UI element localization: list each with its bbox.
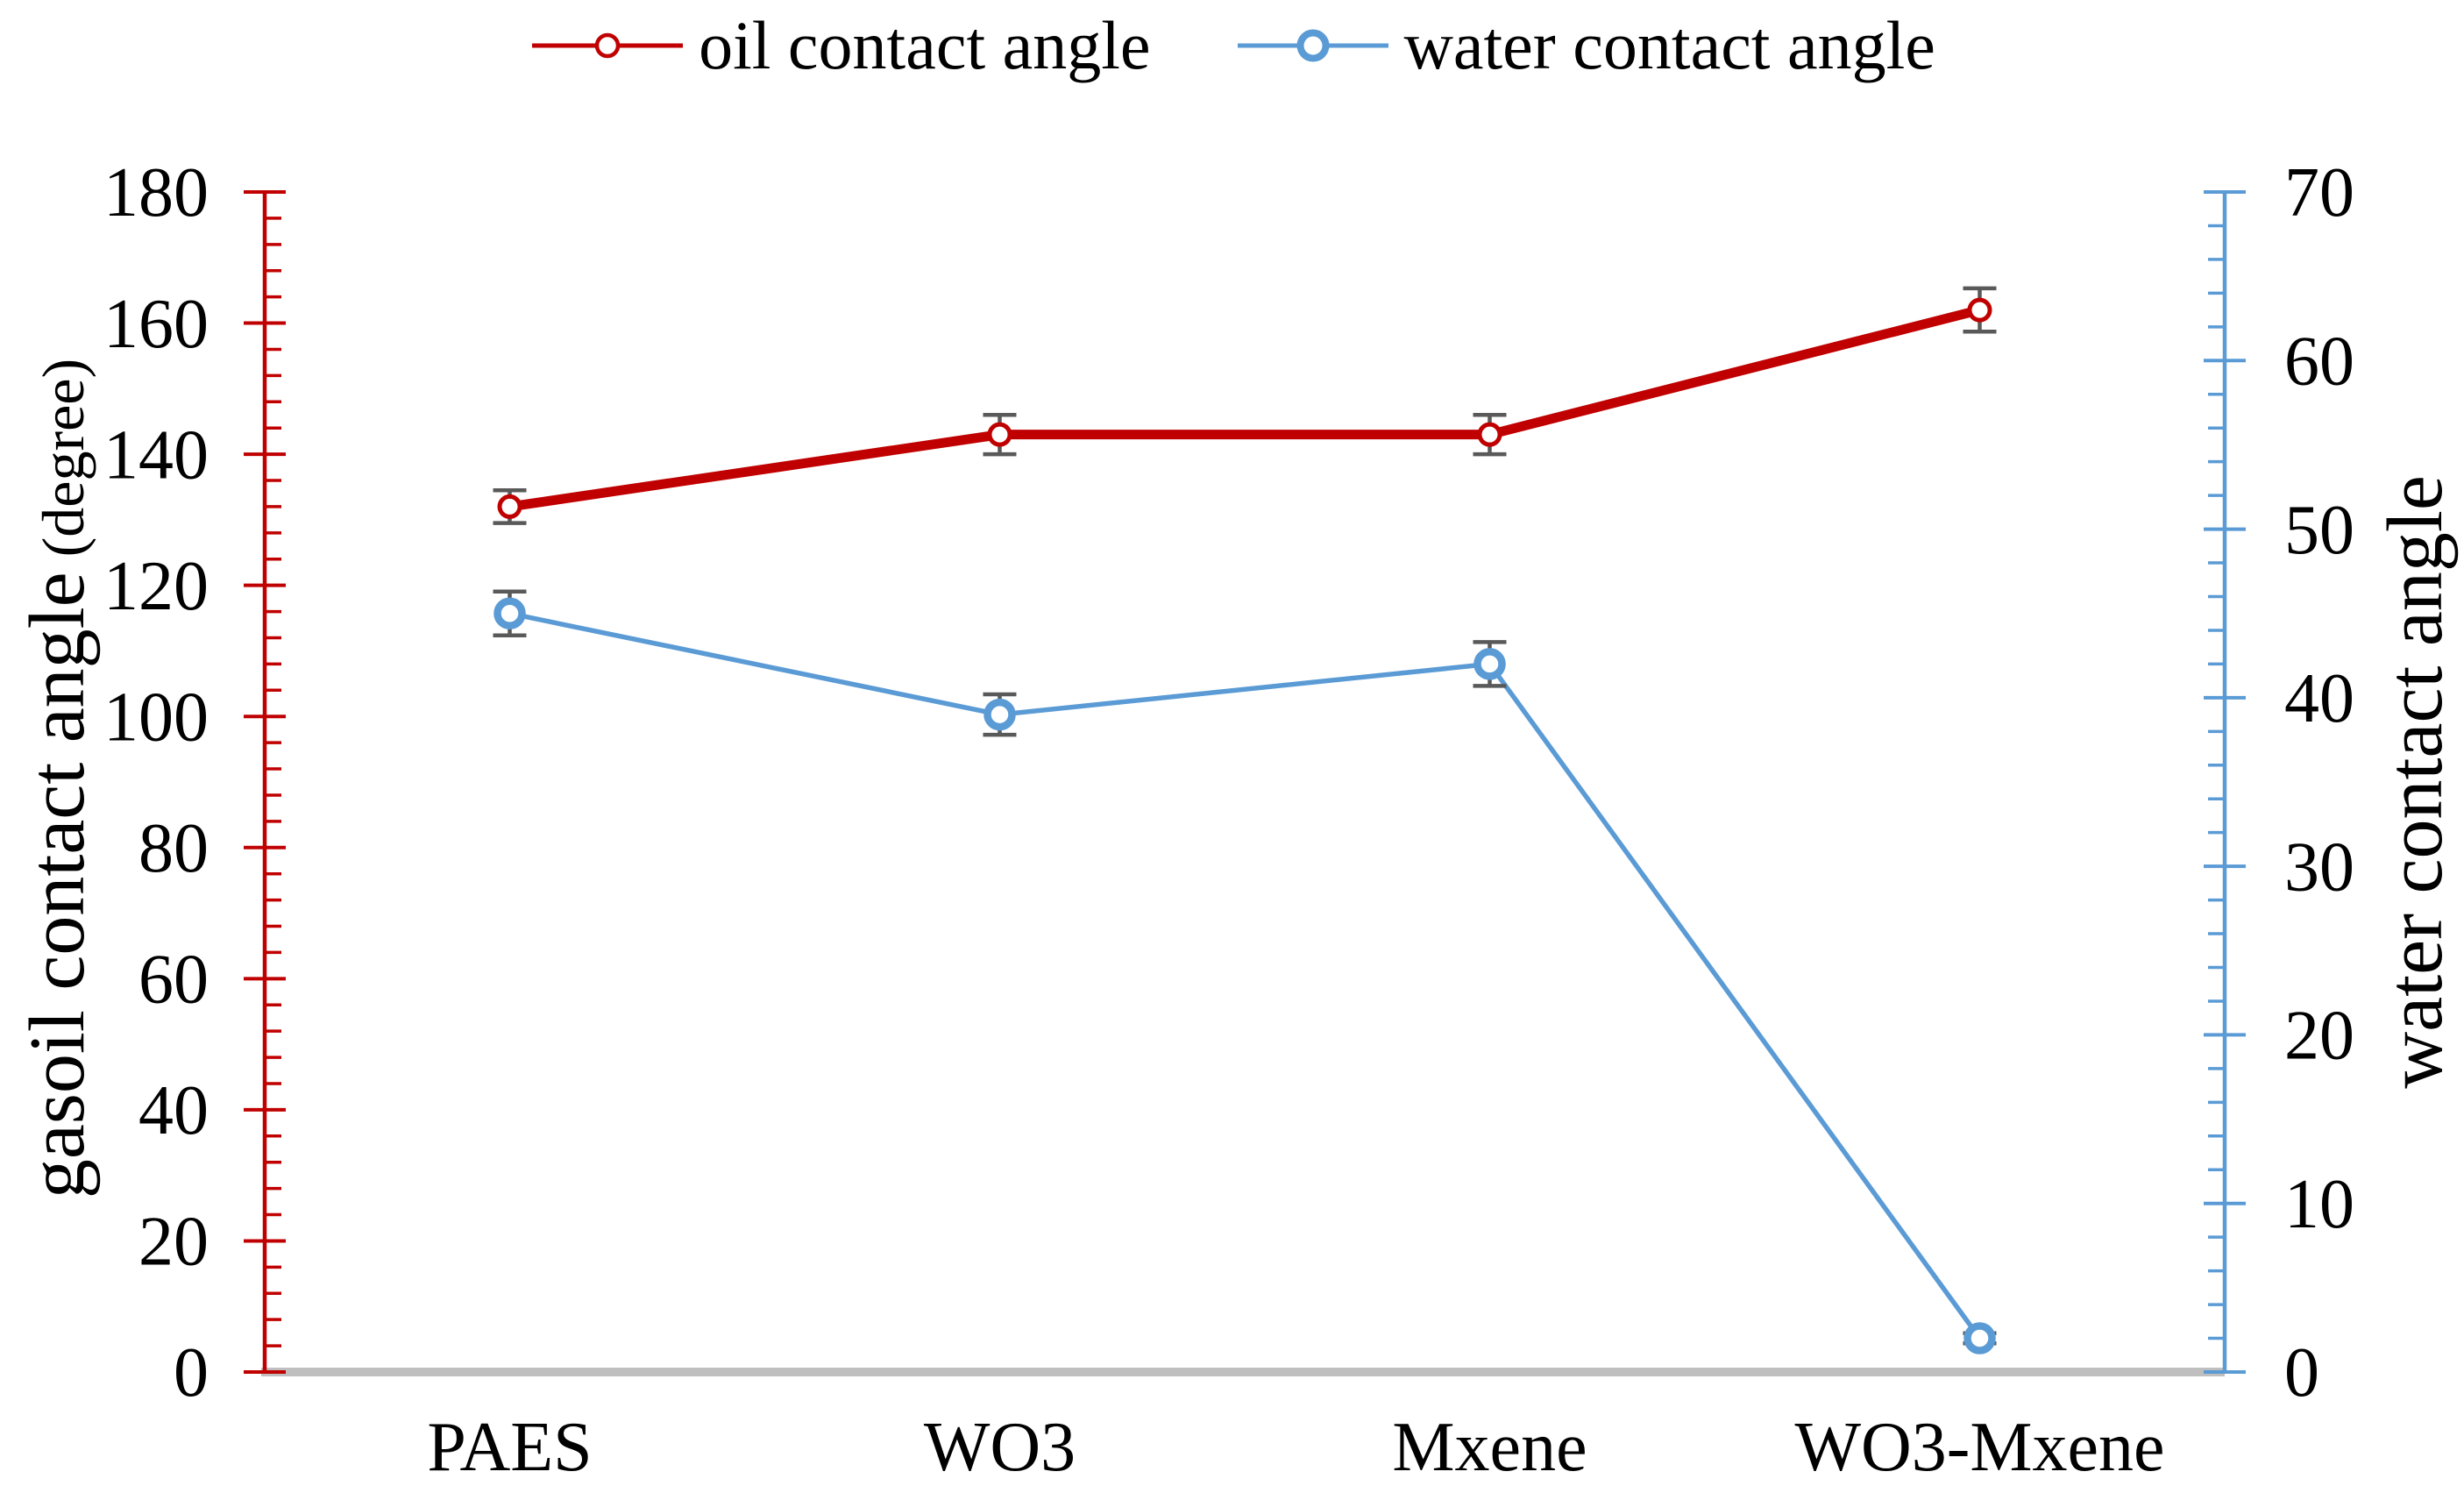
right-axis-title: water contact angle <box>2372 475 2459 1089</box>
left-axis-title: gasoil contact angle (degree) <box>14 358 101 1198</box>
right-axis-tick-label-10: 10 <box>2284 1166 2354 1243</box>
oil-series-line <box>508 305 1981 512</box>
left-axis-tick-label-80: 80 <box>138 810 209 887</box>
legend-item-water-contact-angle: water contact angle <box>1234 9 1935 82</box>
legend: oil contact angle water contact angle <box>0 9 2464 82</box>
water-series-line <box>508 611 1982 1340</box>
left-axis-tick-label-160: 160 <box>103 286 209 363</box>
category-label-WO3: WO3 <box>924 1409 1076 1486</box>
left-axis-tick-label-0: 0 <box>174 1334 209 1411</box>
right-axis-tick-label-20: 20 <box>2284 998 2354 1075</box>
oil-marker-WO3 <box>987 422 1012 447</box>
oil-marker-WO3-Mxene <box>1967 297 1992 323</box>
left-axis-tick-label-20: 20 <box>138 1204 209 1281</box>
water-marker-Mxene <box>1473 648 1506 680</box>
category-label-WO3-Mxene: WO3-Mxene <box>1794 1409 2164 1486</box>
water-marker-WO3-Mxene <box>1963 1322 1996 1354</box>
left-axis-title-units: (degree) <box>30 358 96 572</box>
left-axis-title-main: gasoil contact angle <box>14 572 101 1199</box>
legend-item-oil-contact-angle: oil contact angle <box>529 7 1151 83</box>
left-axis-tick-label-120: 120 <box>103 548 209 625</box>
right-axis-tick-label-50: 50 <box>2284 492 2354 569</box>
left-axis-tick-label-140: 140 <box>103 416 209 494</box>
right-axis-tick-label-70: 70 <box>2284 154 2354 231</box>
water-series-legend-marker-icon <box>1237 29 1388 62</box>
water-marker-WO3 <box>983 698 1016 731</box>
right-axis-tick-label-30: 30 <box>2284 828 2354 906</box>
left-axis-tick-label-180: 180 <box>103 154 209 231</box>
right-axis-tick-label-0: 0 <box>2284 1334 2319 1411</box>
left-axis-tick-label-100: 100 <box>103 679 209 756</box>
oil-marker-Mxene <box>1477 422 1502 447</box>
legend-label-water: water contact angle <box>1403 7 1935 83</box>
category-label-Mxene: Mxene <box>1392 1409 1587 1486</box>
category-label-PAES: PAES <box>427 1409 592 1486</box>
left-axis-tick-label-40: 40 <box>138 1072 209 1149</box>
left-axis-tick-label-60: 60 <box>138 942 209 1019</box>
right-axis-tick-label-60: 60 <box>2284 323 2354 400</box>
legend-label-oil: oil contact angle <box>699 7 1151 83</box>
right-axis-tick-label-40: 40 <box>2284 660 2354 737</box>
oil-marker-PAES <box>497 494 522 519</box>
oil-series-legend-marker-icon <box>532 32 684 59</box>
water-marker-PAES <box>494 597 526 629</box>
